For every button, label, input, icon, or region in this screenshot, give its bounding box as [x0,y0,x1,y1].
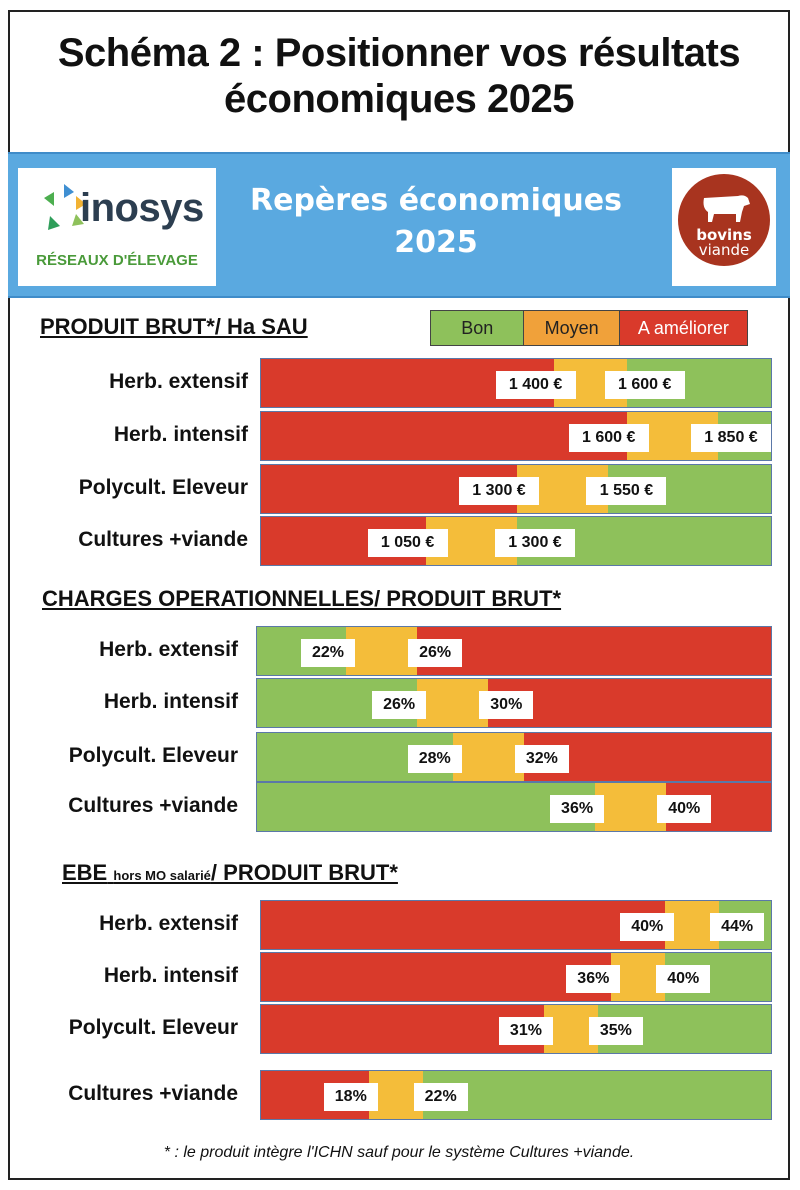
threshold-bar: 28% 32% [256,732,772,782]
row-label: Herb. intensif [113,423,248,446]
threshold-low-label: 1 400 € [495,371,576,399]
row-label: Herb. extensif [99,912,238,935]
row-label: Polycult. Eleveur [78,476,248,499]
threshold-low-label: 40% [620,913,675,941]
threshold-bar: 36% 40% [256,782,772,832]
row-label: Polycult. Eleveur [68,1016,238,1039]
bovins-viande-logo: bovins viande [672,168,776,286]
legend: Bon Moyen A améliorer [430,310,748,346]
row-label: Cultures +viande [68,794,238,817]
threshold-low-label: 31% [498,1017,553,1045]
threshold-high-label: 1 600 € [604,371,685,399]
legend-medium: Moyen [524,311,620,345]
threshold-low-label: 1 600 € [568,424,649,452]
row-label: Cultures +viande [78,528,248,551]
zone-medium [595,783,667,831]
bovins-badge: bovins viande [678,174,770,266]
inosys-subtitle: RÉSEAUX D'ÉLEVAGE [36,252,198,269]
threshold-high-label: 22% [413,1083,468,1111]
threshold-low-label: 28% [407,745,462,773]
band-title-line2: 2025 [394,225,478,260]
threshold-high-label: 35% [588,1017,643,1045]
inosys-wordmark: inosys [80,186,204,230]
section-title-ebe: EBE hors MO salarié/ PRODUIT BRUT* [62,860,398,886]
section-title-produit-brut: PRODUIT BRUT*/ Ha SAU [40,314,308,339]
zone-medium [417,679,489,727]
inosys-mark-icon [44,184,86,230]
zone-medium [452,733,524,781]
threshold-bar: 22% 26% [256,626,772,676]
page-title-line1: Schéma 2 : Positionner vos résultats [57,31,741,75]
row-label: Cultures +viande [68,1082,238,1105]
threshold-low-label: 36% [550,795,605,823]
page-title: Schéma 2 : Positionner vos résultats éco… [10,30,788,122]
threshold-high-label: 26% [408,639,463,667]
threshold-low-label: 26% [372,691,427,719]
threshold-high-label: 32% [514,745,569,773]
cow-icon [703,195,750,222]
threshold-high-label: 1 300 € [495,529,575,557]
threshold-low-label: 18% [323,1083,378,1111]
threshold-low-label: 36% [566,965,621,993]
threshold-low-label: 1 300 € [459,477,539,505]
ebe-title-small: hors MO salarié [113,868,211,883]
viande-word: viande [698,241,750,259]
zone-left [261,1005,544,1053]
zone-left [257,783,596,831]
threshold-bar: 26% 30% [256,678,772,728]
zone-right [422,1071,771,1119]
inosys-logo: inosys RÉSEAUX D'ÉLEVAGE [18,168,216,286]
threshold-bar: 40% 44% [260,900,772,950]
threshold-bar: 1 300 € 1 550 € [260,464,772,514]
header-band: inosys RÉSEAUX D'ÉLEVAGE Repères économi… [8,152,790,298]
threshold-bar: 18% 22% [260,1070,772,1120]
zone-left [261,412,627,460]
zone-left [261,901,666,949]
threshold-bar: 1 050 € 1 300 € [260,516,772,566]
threshold-bar: 31% 35% [260,1004,772,1054]
zone-medium [345,627,418,675]
ebe-title-rest: / PRODUIT BRUT* [210,860,398,885]
threshold-low-label: 22% [300,639,355,667]
threshold-high-label: 30% [479,691,534,719]
threshold-high-label: 1 850 € [691,424,771,452]
threshold-bar: 1 600 € 1 850 € [260,411,772,461]
page-title-line2: économiques 2025 [224,77,574,121]
row-label: Herb. extensif [109,370,248,393]
band-title: Repères économiques 2025 [216,180,656,264]
footnote: * : le produit intègre l'ICHN sauf pour … [163,1144,635,1161]
row-label: Herb. extensif [99,638,238,661]
band-title-line1: Repères économiques [250,183,622,218]
threshold-high-label: 1 550 € [586,477,667,505]
threshold-bar: 1 400 € 1 600 € [260,358,772,408]
threshold-low-label: 1 050 € [367,529,448,557]
bovins-word: bovins [696,226,752,244]
row-label: Herb. intensif [103,964,238,987]
threshold-high-label: 40% [656,965,711,993]
row-label: Herb. intensif [103,690,238,713]
zone-right [488,679,771,727]
section-title-charges: CHARGES OPERATIONNELLES/ PRODUIT BRUT* [42,586,562,611]
page-frame: Schéma 2 : Positionner vos résultats éco… [8,10,790,1180]
row-label: Polycult. Eleveur [68,744,238,767]
threshold-high-label: 40% [657,795,712,823]
legend-good: Bon [431,311,525,345]
zone-left [261,953,612,1001]
legend-bad: A améliorer [619,311,747,345]
threshold-high-label: 44% [710,913,765,941]
zone-right [417,627,771,675]
ebe-title-main: EBE [62,860,108,885]
threshold-bar: 36% 40% [260,952,772,1002]
